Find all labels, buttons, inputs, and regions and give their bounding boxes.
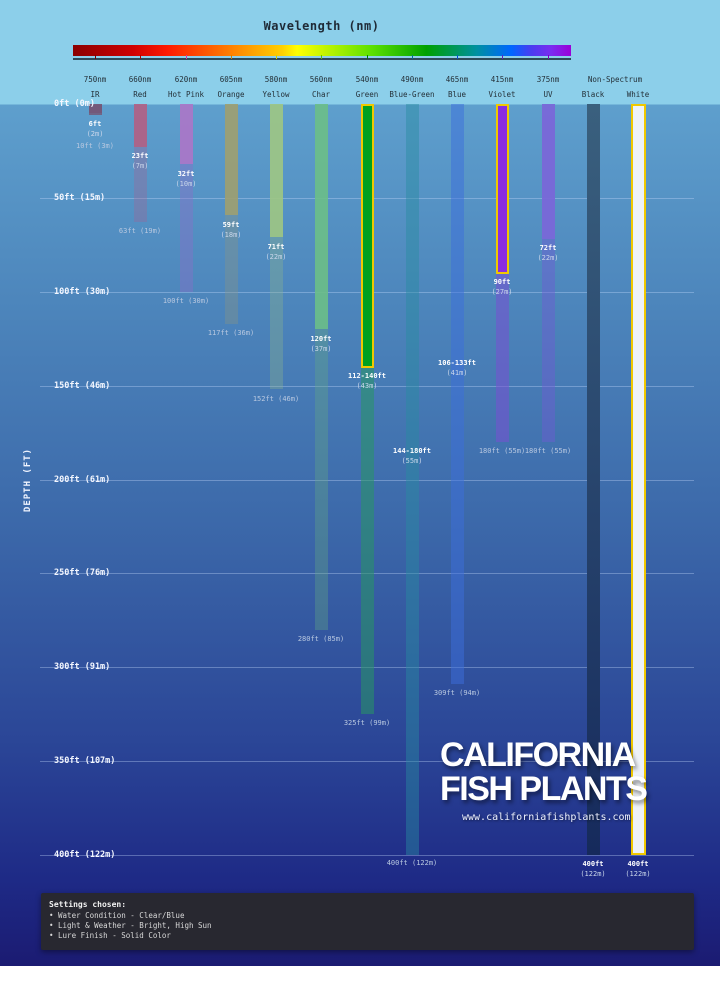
label-char: 120ft (37m) <box>310 335 332 353</box>
spectrum-axis-line <box>73 58 571 60</box>
label-char-fade: 280ft (85m) <box>297 635 345 643</box>
label-hot-pink-fade: 100ft (30m) <box>162 297 210 305</box>
tick-violet <box>502 55 503 59</box>
label-violet-fade: 180ft (55m) <box>478 447 526 455</box>
tick-blue <box>457 55 458 59</box>
tick-green <box>367 55 368 59</box>
col-header-white: White <box>626 90 650 99</box>
label-red-fade: 63ft (19m) <box>118 227 162 235</box>
col-header-char: 560nm Char <box>309 75 333 99</box>
bar-orange-solid <box>224 104 238 215</box>
brand-line-2: FISH PLANTS <box>440 770 648 808</box>
gridline-400 <box>40 855 694 856</box>
col-header-uv: 375nm UV <box>536 75 560 99</box>
settings-heading: Settings chosen: <box>49 900 127 909</box>
depth-label-100: 100ft (30m) <box>54 287 111 297</box>
label-orange-fade: 117ft (36m) <box>207 329 255 337</box>
setting-water-condition: • Water Condition - Clear/Blue <box>49 911 185 920</box>
bar-uv-solid <box>541 104 555 239</box>
bar-white-solid-highlight <box>630 104 646 855</box>
depth-label-300: 300ft (91m) <box>54 662 111 672</box>
bar-char-solid <box>314 104 328 329</box>
y-axis-title: DEPTH (FT) <box>23 447 34 513</box>
label-hot-pink: 32ft (10m) <box>175 170 197 188</box>
bar-black-solid <box>586 104 600 855</box>
tick-red <box>140 55 141 59</box>
label-yellow: 71ft (22m) <box>265 243 287 261</box>
label-white: 400ft (122m) <box>625 860 651 878</box>
tick-hot-pink <box>186 55 187 59</box>
depth-label-150: 150ft (46m) <box>54 381 111 391</box>
label-blue-green-fade: 400ft (122m) <box>386 859 438 867</box>
depth-label-250: 250ft (76m) <box>54 568 111 578</box>
col-header-orange: 605nm Orange <box>217 75 245 99</box>
label-green-fade: 325ft (99m) <box>343 719 391 727</box>
col-header-violet: 415nm Violet <box>488 75 516 99</box>
tick-orange <box>231 55 232 59</box>
bar-green-solid-highlight <box>360 104 374 368</box>
tick-ir <box>95 55 96 59</box>
depth-label-50: 50ft (15m) <box>54 193 106 203</box>
label-blue-fade: 309ft (94m) <box>433 689 481 697</box>
depth-label-350: 350ft (107m) <box>54 756 116 766</box>
chart-title: Wavelength (nm) <box>263 19 380 33</box>
bar-blue-green-fade <box>405 104 419 855</box>
col-header-blue-green: 490nm Blue-Green <box>389 75 435 99</box>
label-blue: 106-133ft (41m) <box>438 359 476 377</box>
depth-label-400: 400ft (122m) <box>54 850 116 860</box>
label-violet: 90ft (27m) <box>491 278 513 296</box>
brand-line-1: CALIFORNIA <box>440 736 636 774</box>
brand-logo: CALIFORNIA FISH PLANTS <box>440 736 648 808</box>
depth-chart-page: Wavelength (nm) 750nm IR 660nm Red 620nm Ho… <box>0 0 720 966</box>
label-yellow-fade: 152ft (46m) <box>252 395 300 403</box>
label-orange: 59ft (18m) <box>220 221 242 239</box>
spectrum-gradient-bar <box>73 45 571 56</box>
label-black: 400ft (122m) <box>580 860 606 878</box>
tick-char <box>321 55 322 59</box>
bar-violet-solid-highlight <box>495 104 509 274</box>
depth-label-0: 0ft (0m) <box>54 99 95 109</box>
gridline-350 <box>40 761 694 762</box>
tick-uv <box>548 55 549 59</box>
col-header-yellow: 580nm Yellow <box>262 75 290 99</box>
col-header-non-spectrum: Non-Spectrum <box>587 75 643 84</box>
label-ir: 6ft (2m) <box>86 120 104 138</box>
col-header-red: 660nm Red <box>128 75 152 99</box>
col-header-ir: 750nm IR <box>83 75 107 99</box>
label-red: 23ft (7m) <box>131 152 149 170</box>
bar-red-solid <box>133 104 147 147</box>
label-uv-fade: 180ft (55m) <box>524 447 572 455</box>
col-header-black: Black <box>581 90 605 99</box>
col-header-blue: 465nm Blue <box>445 75 469 99</box>
label-ir-fade: 10ft (3m) <box>76 142 114 150</box>
tick-yellow <box>276 55 277 59</box>
bar-ir-solid <box>88 104 102 115</box>
depth-label-200: 200ft (61m) <box>54 475 111 485</box>
label-uv: 72ft (22m) <box>537 244 559 262</box>
col-header-green: 540nm Green <box>355 75 379 99</box>
bar-yellow-solid <box>269 104 283 237</box>
tick-blue-green <box>412 55 413 59</box>
setting-lure-finish: • Lure Finish - Solid Color <box>49 931 171 940</box>
bar-hot-pink-solid <box>179 104 193 164</box>
bar-blue-fade <box>450 104 464 684</box>
label-green: 112-140ft (43m) <box>348 372 386 390</box>
setting-light-weather: • Light & Weather - Bright, High Sun <box>49 921 212 930</box>
label-blue-green: 144-180ft (55m) <box>393 447 431 465</box>
col-header-hot-pink: 620nm Hot Pink <box>167 75 205 99</box>
brand-url-link[interactable]: www.californiafishplants.com <box>462 812 631 823</box>
settings-panel: Settings chosen: • Water Condition - Cle… <box>41 893 694 950</box>
